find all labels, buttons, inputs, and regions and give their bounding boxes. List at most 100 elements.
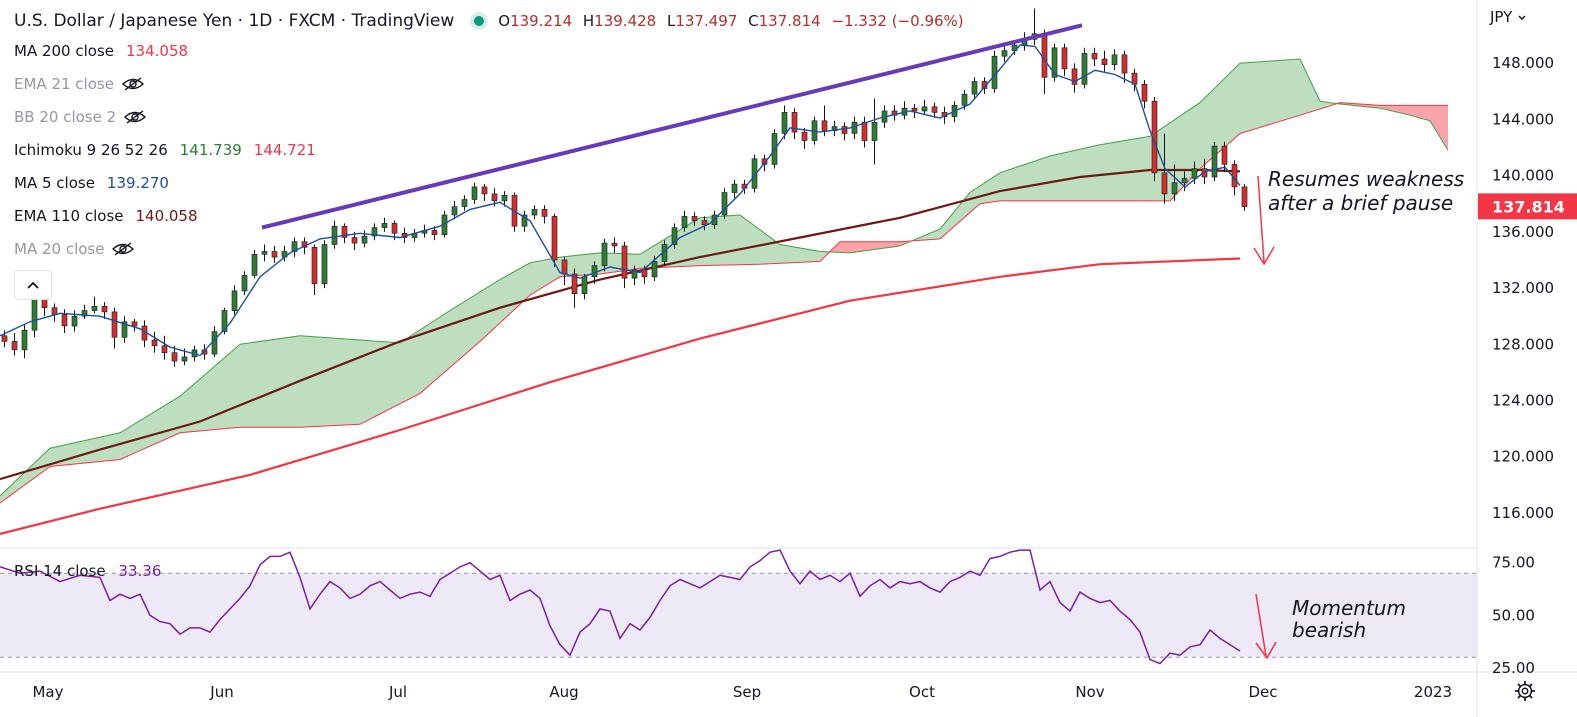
price-tick-label: 132.000: [1492, 279, 1554, 297]
rsi-legend[interactable]: RSI 14 close 33.36: [14, 562, 161, 580]
hidden-eye-icon[interactable]: [124, 109, 147, 124]
rsi-annotation-text: Momentum: [1292, 596, 1406, 620]
rsi-annotation-arrow-head: [1255, 641, 1277, 660]
candle: [531, 209, 538, 216]
candle: [501, 195, 508, 202]
ichimoku-cloud: [0, 215, 828, 503]
rsi-annotation-text: bearish: [1292, 618, 1366, 642]
candle: [651, 261, 658, 278]
rsi-annotation-arrow: [1255, 593, 1267, 657]
price-tick-label: 128.000: [1492, 335, 1554, 353]
candle: [121, 321, 128, 338]
hidden-eye-icon[interactable]: [112, 241, 135, 256]
indicator-value: 134.058: [126, 41, 189, 60]
candle: [371, 227, 378, 237]
rsi-tick-label: 75.00: [1492, 554, 1535, 572]
candle: [671, 227, 678, 245]
candle: [271, 251, 278, 258]
candle: [481, 186, 488, 195]
candle: [701, 220, 708, 226]
indicator-ma5[interactable]: MA 5 close 139.270: [14, 166, 970, 199]
candle: [231, 290, 238, 311]
candle: [461, 199, 468, 207]
collapse-legend-button[interactable]: [14, 270, 52, 300]
candle: [841, 126, 848, 134]
candle: [611, 242, 618, 247]
currency-label: JPY: [1490, 8, 1513, 26]
candle: [911, 107, 918, 112]
candle: [781, 112, 788, 134]
rsi-tick-label: 25.00: [1492, 659, 1535, 677]
resistance-trendline: [261, 23, 1083, 230]
ohlc-close-key: C: [748, 12, 759, 30]
time-tick-label: Jul: [388, 683, 407, 701]
candle: [491, 193, 498, 202]
indicator-value: 140.058: [135, 206, 198, 225]
indicator-ma200[interactable]: MA 200 close 134.058: [14, 34, 970, 67]
candle: [321, 244, 328, 285]
candle: [861, 121, 868, 141]
symbol-title[interactable]: U.S. Dollar / Japanese Yen · 1D · FXCM ·…: [14, 11, 455, 31]
candle: [31, 297, 38, 331]
indicator-ichimoku[interactable]: Ichimoku 9 26 52 26 141.739 144.721: [14, 133, 970, 166]
candle: [251, 254, 258, 276]
ema110-line: [0, 168, 1241, 481]
candle: [351, 237, 358, 244]
price-tick-label: 116.000: [1492, 504, 1554, 522]
candle: [1111, 54, 1118, 65]
candle: [581, 276, 588, 294]
candle: [261, 251, 268, 255]
ohlc-open: 139.214: [510, 12, 573, 30]
indicator-label: Ichimoku 9 26 52 26: [14, 140, 168, 159]
candle: [1081, 53, 1088, 85]
candle: [1071, 68, 1078, 85]
candle: [181, 356, 188, 362]
candle: [1181, 178, 1188, 183]
candle: [621, 245, 628, 279]
candle: [521, 214, 528, 227]
candle: [71, 315, 78, 327]
price-tick-label: 124.000: [1492, 391, 1554, 409]
annotation-text: after a brief pause: [1268, 191, 1453, 215]
candle: [451, 206, 458, 216]
candle: [1061, 47, 1068, 70]
candle: [211, 331, 218, 355]
candle: [161, 345, 168, 354]
annotation-text: Resumes weakness: [1268, 167, 1464, 191]
candle: [221, 310, 228, 332]
currency-selector[interactable]: JPY: [1490, 8, 1527, 26]
rsi-value: 33.36: [118, 562, 162, 580]
price-tick-label: 144.000: [1492, 110, 1554, 128]
candle: [791, 112, 798, 133]
indicator-bb20[interactable]: BB 20 close 2: [14, 100, 970, 133]
candle: [1001, 50, 1008, 57]
market-status-icon[interactable]: [474, 16, 485, 26]
hidden-eye-icon[interactable]: [121, 76, 144, 91]
candle: [551, 216, 558, 261]
price-change: −1.332 (−0.96%): [831, 12, 964, 30]
ohlc-low-key: L: [666, 12, 676, 30]
indicator-label: EMA 110 close: [14, 206, 124, 225]
candle: [631, 269, 638, 279]
candle: [341, 225, 348, 238]
candle: [681, 216, 688, 228]
ohlc-high-key: H: [582, 12, 595, 30]
indicator-ma20[interactable]: MA 20 close: [14, 232, 970, 265]
candle: [1201, 168, 1208, 178]
candle: [931, 106, 938, 113]
candle: [111, 311, 118, 338]
ma200-line: [0, 257, 1241, 535]
candle: [361, 235, 368, 244]
price-tick-label: 136.000: [1492, 223, 1554, 241]
rsi-label: RSI 14 close: [14, 562, 106, 580]
indicator-ema21[interactable]: EMA 21 close: [14, 67, 970, 100]
candle: [91, 305, 98, 311]
candle: [151, 339, 158, 346]
gear-icon[interactable]: [1514, 680, 1536, 702]
time-tick-label: Oct: [909, 683, 935, 701]
indicator-ema110[interactable]: EMA 110 close 140.058: [14, 199, 970, 232]
time-tick-label: Dec: [1248, 683, 1277, 701]
